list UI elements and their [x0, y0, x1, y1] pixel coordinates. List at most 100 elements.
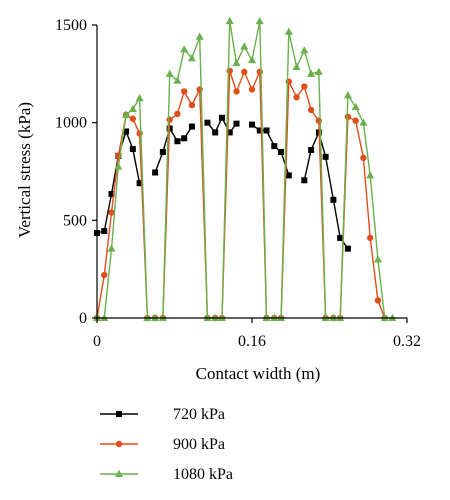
series-720-kpa: [94, 114, 351, 252]
data-point: [136, 130, 143, 137]
data-point: [122, 110, 131, 118]
data-point: [285, 172, 292, 179]
data-point: [366, 234, 374, 242]
data-point: [374, 297, 382, 304]
x-tick-label: 0: [93, 333, 101, 350]
series-line: [221, 70, 275, 319]
data-point: [159, 148, 166, 155]
data-point: [344, 113, 352, 121]
x-tick-label: 0.32: [393, 333, 421, 350]
data-point: [152, 169, 159, 176]
data-point: [249, 121, 255, 128]
data-point: [188, 101, 196, 109]
legend-item: 1080 kPa: [100, 466, 233, 483]
series-line: [162, 36, 216, 319]
legend-item: 720 kPa: [100, 406, 225, 423]
data-point: [233, 88, 240, 95]
data-point: [330, 196, 337, 203]
data-point: [166, 116, 173, 123]
series-line: [280, 81, 334, 319]
data-point: [174, 110, 181, 118]
legend-marker: [115, 469, 123, 477]
x-tick-label: 0.16: [238, 333, 266, 350]
data-point: [136, 180, 143, 187]
legend: 720 kPa 900 kPa 1080 kPa: [100, 406, 233, 483]
data-point: [107, 244, 116, 252]
legend-marker: [116, 411, 122, 417]
data-point: [344, 245, 351, 252]
series-line: [221, 20, 275, 319]
y-tick-group: 0 500 1000 1500: [55, 17, 97, 327]
y-axis-title: Vertical stress (kPa): [15, 102, 34, 238]
data-point: [314, 67, 323, 75]
data-point: [248, 86, 256, 93]
data-point: [352, 117, 359, 124]
data-point: [114, 162, 123, 170]
data-point: [285, 78, 293, 85]
data-point: [292, 62, 301, 70]
legend-label: 900 kPa: [173, 436, 225, 453]
data-point: [248, 55, 256, 64]
data-point: [180, 45, 189, 53]
series-1080-kpa: [93, 16, 397, 321]
axes: [96, 25, 407, 319]
data-point: [108, 190, 115, 197]
data-point: [101, 228, 108, 235]
data-point: [196, 86, 203, 93]
data-point: [343, 91, 352, 99]
data-point: [263, 127, 270, 134]
data-point: [256, 68, 263, 76]
data-point: [129, 115, 137, 122]
data-point: [212, 129, 219, 136]
data-point: [195, 32, 204, 40]
data-point: [101, 271, 108, 279]
data-point: [129, 146, 136, 153]
data-point: [301, 83, 308, 90]
data-point: [232, 58, 241, 67]
data-point: [351, 102, 360, 111]
series-line: [339, 115, 386, 319]
data-point: [240, 42, 249, 50]
y-tick-label: 1000: [55, 115, 87, 132]
data-point: [123, 128, 130, 135]
data-point: [337, 234, 344, 241]
data-point: [322, 153, 329, 160]
data-point: [135, 94, 144, 102]
data-point: [180, 88, 188, 95]
data-point: [293, 94, 300, 101]
data-point: [360, 154, 367, 162]
data-point: [173, 76, 182, 84]
x-axis-title: Contact width (m): [196, 364, 321, 383]
data-point: [255, 16, 264, 25]
x-tick-group: 0 0.16 0.32: [93, 318, 421, 350]
data-point: [241, 68, 248, 76]
data-point: [188, 123, 195, 130]
data-point: [128, 104, 137, 112]
series-line: [280, 31, 334, 319]
data-point: [181, 135, 188, 142]
legend-label: 720 kPa: [173, 406, 225, 423]
y-tick-label: 500: [63, 212, 87, 229]
data-point: [187, 54, 196, 62]
data-point: [308, 147, 315, 154]
data-point: [174, 138, 181, 145]
data-point: [108, 209, 115, 216]
data-point: [284, 27, 293, 35]
y-tick-label: 1500: [55, 17, 87, 34]
y-tick-label: 0: [79, 310, 87, 327]
data-point: [271, 143, 278, 150]
data-point: [373, 255, 382, 263]
data-point: [218, 114, 225, 121]
data-point: [256, 127, 263, 134]
data-point: [307, 69, 316, 77]
data-point: [204, 119, 211, 126]
data-point: [226, 129, 233, 136]
data-point: [366, 171, 375, 179]
data-point: [307, 106, 315, 114]
data-point: [225, 16, 234, 25]
legend-item: 900 kPa: [100, 436, 225, 453]
legend-marker: [115, 440, 123, 448]
plot-area: [93, 16, 397, 322]
data-point: [301, 177, 308, 184]
